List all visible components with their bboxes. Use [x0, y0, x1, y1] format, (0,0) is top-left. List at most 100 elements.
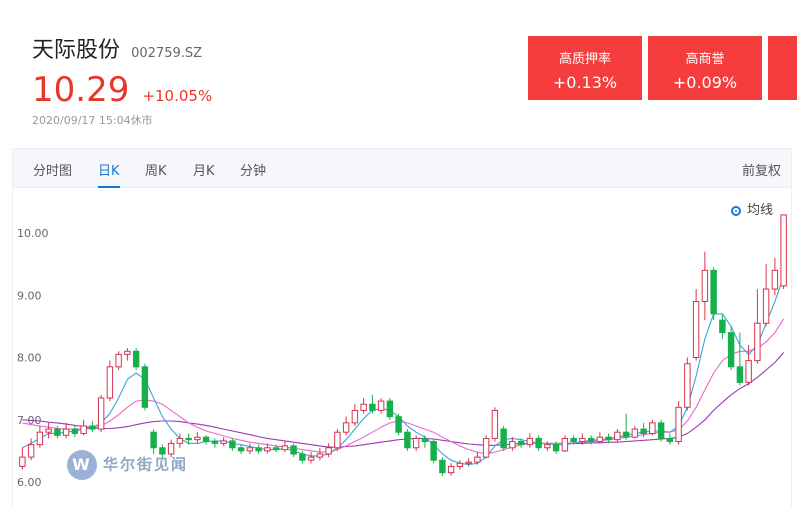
candle-down [211, 441, 219, 444]
candle-down [535, 437, 542, 449]
candle-up [176, 437, 184, 444]
ma-legend[interactable]: 均线 [730, 199, 773, 218]
candle-down [622, 431, 630, 438]
candle-down [54, 428, 61, 436]
ma20-line [22, 352, 785, 448]
radio-icon[interactable] [730, 206, 741, 216]
tag-value: +0.09% [672, 73, 738, 92]
tab-weekly-k[interactable]: 周K [145, 164, 167, 179]
candle-up [474, 456, 481, 463]
tab-daily-k[interactable]: 日K [98, 160, 120, 188]
candle-up [631, 428, 639, 438]
candle-up [342, 422, 350, 433]
candle-down [517, 441, 525, 446]
candle-up [465, 461, 472, 464]
candle-up [360, 403, 367, 411]
candle-up [124, 350, 131, 355]
stock-header: 天际股份 002759.SZ 10.29 +10.05% 2020/09/17 … [32, 32, 212, 128]
candle-up [80, 425, 87, 434]
candle-down [202, 436, 210, 443]
candle-up [762, 288, 770, 324]
candle-down [290, 445, 297, 455]
tag-label: 高质押率 [558, 52, 611, 67]
stock-price: 10.29 [32, 70, 130, 110]
candle-down [727, 332, 735, 368]
stock-name: 天际股份 [32, 38, 121, 63]
candle-up [19, 456, 26, 467]
candle-down [395, 416, 402, 433]
candle-up [745, 360, 752, 383]
candle-down [657, 422, 665, 439]
candle-up [106, 366, 114, 399]
watermark-text: 华尔街见闻 [103, 455, 189, 474]
stock-code: 002759.SZ [131, 46, 203, 61]
candle-down [185, 437, 192, 441]
candle-down [299, 453, 306, 461]
candle-up [194, 436, 201, 441]
candle-up [614, 431, 621, 441]
candle-up [561, 437, 569, 452]
candle-down [150, 431, 157, 449]
candle-down [159, 447, 166, 455]
candle-up [45, 428, 52, 433]
candle-up [649, 422, 656, 434]
candle-up [325, 447, 332, 455]
y-tick-label: 6.00 [17, 476, 42, 489]
candle-down [710, 269, 717, 315]
tag-high-goodwill[interactable]: 高商誉 +0.09% [648, 36, 762, 100]
candle-down [386, 400, 394, 418]
tab-intraday[interactable]: 分时图 [33, 164, 73, 179]
candle-up [316, 453, 324, 458]
candle-down [640, 428, 647, 434]
candle-up [412, 437, 420, 449]
candle-up [456, 462, 464, 467]
candle-up [780, 214, 787, 287]
candle-up [684, 363, 691, 408]
market-status: 2020/09/17 15:04休市 [32, 114, 153, 127]
candle-up [482, 437, 490, 458]
candle-down [430, 441, 437, 461]
candle-up [544, 444, 551, 449]
tag-partial[interactable] [768, 36, 797, 100]
candle-down [237, 447, 245, 452]
candle-down [439, 459, 446, 474]
candle-down [552, 444, 560, 452]
candle-up [701, 269, 709, 302]
candle-down [272, 447, 280, 451]
ma5-line [22, 276, 785, 466]
candle-down [570, 437, 577, 443]
tag-high-pledge[interactable]: 高质押率 +0.13% [528, 36, 642, 100]
candle-up [246, 447, 254, 452]
candle-down [369, 403, 376, 411]
candle-down [71, 428, 79, 434]
candle-up [97, 397, 105, 430]
candle-down [255, 447, 262, 452]
tag-value: +0.13% [552, 73, 618, 92]
chart-tabs: 分时图 日K 周K 月K 分钟 前复权 [13, 149, 791, 188]
candle-down [500, 428, 507, 449]
candle-up [377, 400, 385, 411]
candle-up [36, 431, 44, 446]
tab-monthly-k[interactable]: 月K [193, 164, 215, 179]
legend-label: 均线 [746, 203, 773, 218]
candle-up [675, 406, 682, 443]
candle-up [596, 436, 604, 443]
candle-down [719, 319, 726, 334]
tag-label: 高商誉 [685, 52, 725, 67]
candle-up [264, 447, 271, 452]
candle-up [62, 428, 70, 436]
adjust-selector[interactable]: 前复权 [741, 164, 781, 179]
kline-chart[interactable]: 10.009.008.007.006.00 [13, 187, 791, 508]
watermark-logo-icon: W [67, 450, 97, 480]
candle-down [141, 366, 149, 408]
y-tick-label: 9.00 [17, 289, 42, 302]
candle-up [771, 269, 779, 290]
candle-down [605, 436, 612, 441]
y-tick-label: 10.00 [17, 227, 49, 240]
candle-down [89, 425, 96, 430]
tab-minute[interactable]: 分钟 [240, 164, 267, 179]
candle-up [447, 465, 455, 474]
candle-up [351, 409, 359, 424]
candle-down [736, 366, 744, 383]
candle-up [491, 409, 499, 439]
